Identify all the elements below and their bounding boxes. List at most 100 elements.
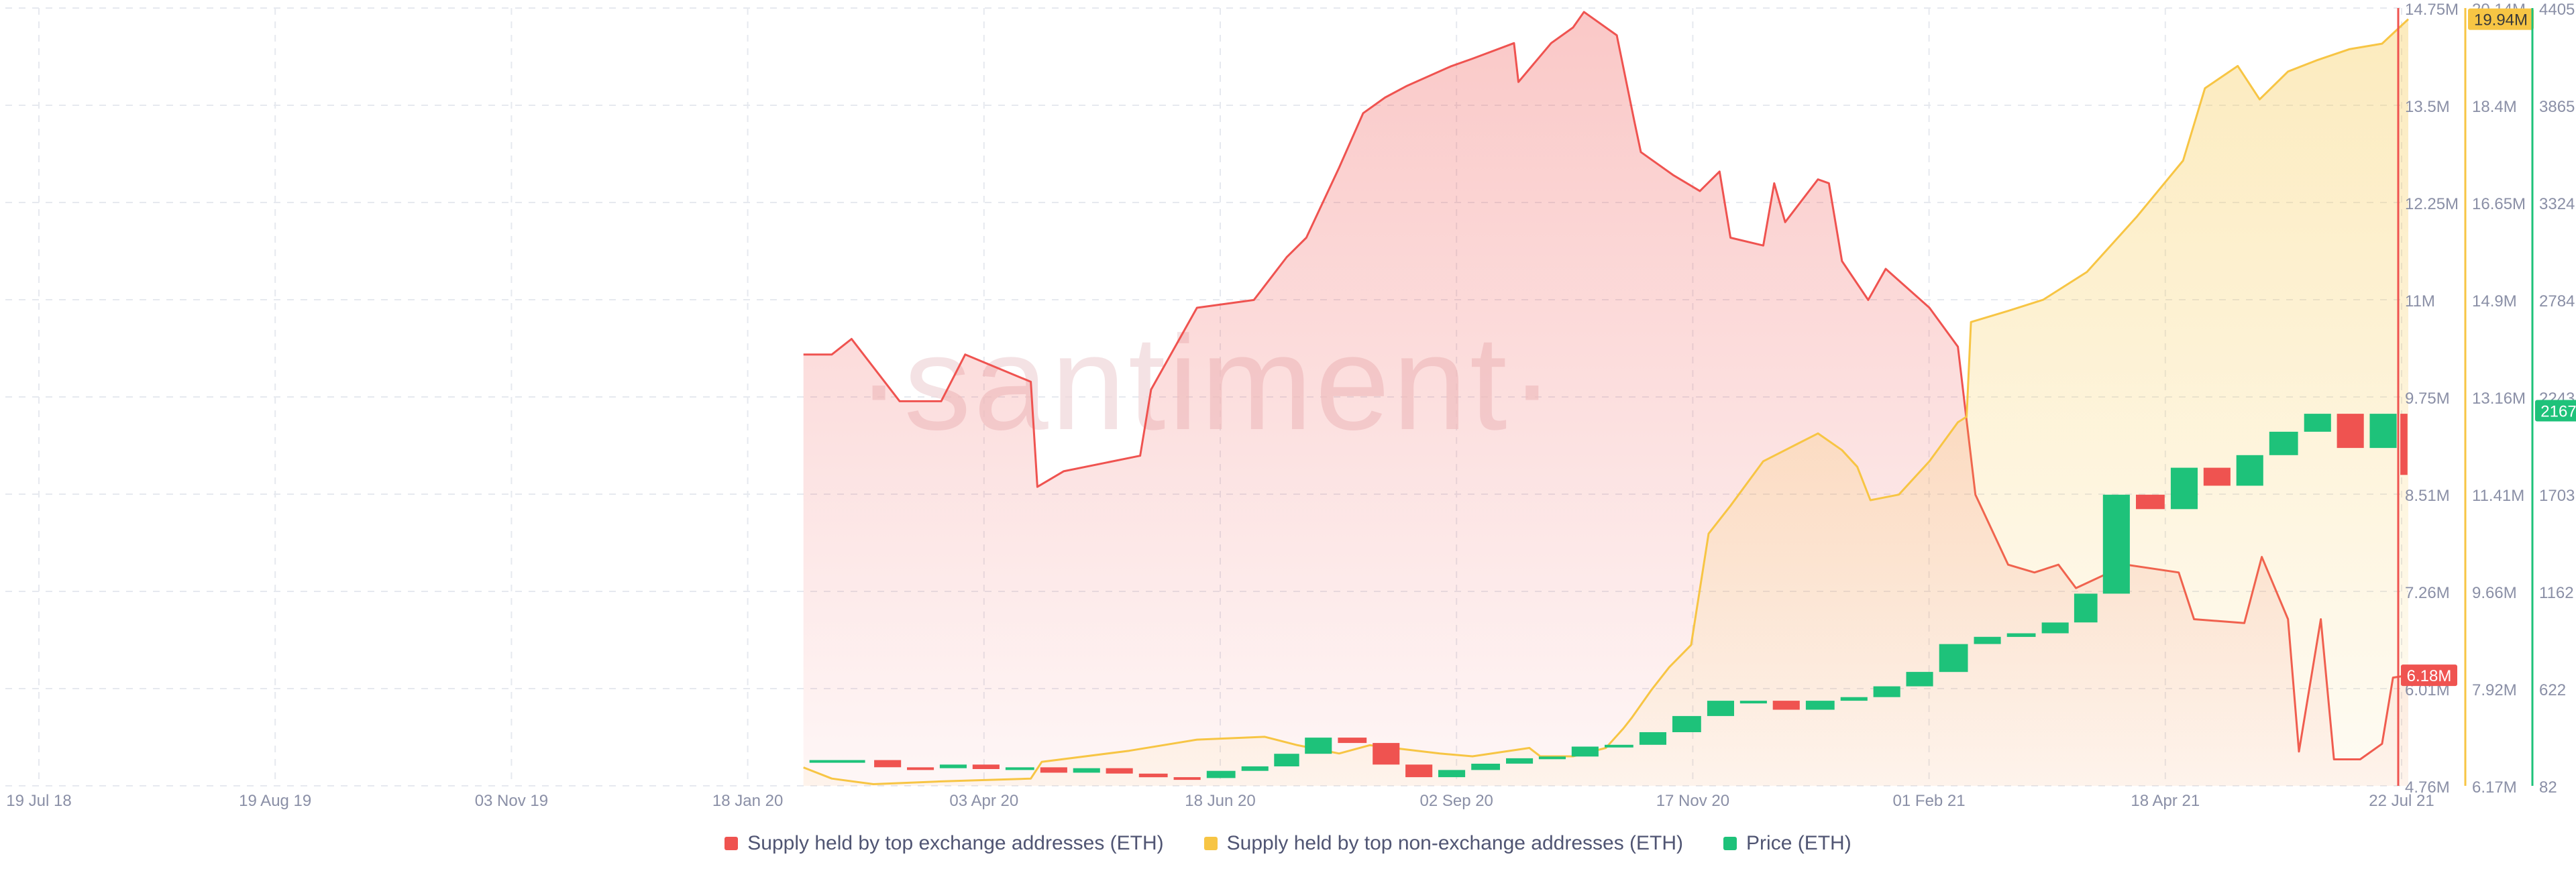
candle <box>1506 758 1534 764</box>
x-tick-label: 01 Feb 21 <box>1893 792 1966 810</box>
candle <box>1739 701 1767 704</box>
candle <box>1373 743 1400 765</box>
x-tick-label: 03 Apr 20 <box>949 792 1018 810</box>
legend-item-price[interactable]: Price (ETH) <box>1723 832 1851 855</box>
candle <box>1173 777 1201 780</box>
candle <box>1707 701 1734 716</box>
price-current-label: 2167 <box>2540 403 2576 421</box>
legend-label-exchange: Supply held by top exchange addresses (E… <box>747 832 1164 854</box>
price-tick-label: 3324 <box>2539 195 2575 213</box>
candle <box>1873 686 1900 697</box>
candle <box>907 767 934 770</box>
legend-swatch-price <box>1723 837 1737 850</box>
x-axis: 19 Jul 18 19 Aug 19 03 Nov 19 18 Jan 20 03 A… <box>6 792 2434 810</box>
price-series <box>809 414 2408 780</box>
candle <box>1405 764 1433 778</box>
price-tick-label: 2784 <box>2539 292 2575 310</box>
candle <box>2337 414 2364 449</box>
nonexchange_supply-tick-label: 14.9M <box>2472 292 2517 310</box>
legend-swatch-nonexchange <box>1203 837 1218 850</box>
exchange_supply-tick-label: 14.75M <box>2405 1 2459 19</box>
candle <box>2006 633 2036 637</box>
legend-label-nonexchange: Supply held by top non-exchange addresse… <box>1226 832 1684 854</box>
nonexchange_supply-current-badge <box>2468 8 2534 30</box>
candle <box>2170 467 2198 510</box>
exchange_supply-tick-label: 7.26M <box>2405 584 2450 602</box>
candle <box>1241 766 1269 771</box>
nonexchange_supply-tick-label: 16.65M <box>2472 195 2526 213</box>
candle <box>1772 701 1800 710</box>
nonexchange_supply-tick-label: 18.4M <box>2472 98 2517 116</box>
legend-item-exchange[interactable]: Supply held by top exchange addresses (E… <box>724 832 1164 855</box>
nonexchange_supply-tick-label: 11.41M <box>2472 487 2524 505</box>
x-tick-label: 18 Jun 20 <box>1185 792 1255 810</box>
candle <box>939 764 967 768</box>
candle <box>2203 467 2231 486</box>
legend-swatch-exchange <box>724 837 739 850</box>
candle <box>2102 494 2130 594</box>
candle <box>1040 767 1067 773</box>
exchange_supply-current-label: 6.18M <box>2407 667 2452 685</box>
candle <box>1138 773 1168 778</box>
price-tick-label: 4405 <box>2539 1 2575 19</box>
x-tick-label: 17 Nov 20 <box>1656 792 1729 810</box>
exchange_supply-current-badge <box>2401 664 2457 687</box>
price-current-badge <box>2535 400 2576 422</box>
candle <box>2041 622 2069 634</box>
candle <box>1805 701 1835 710</box>
exchange_supply-tick-label: 9.75M <box>2405 390 2450 408</box>
legend-item-nonexchange[interactable]: Supply held by top non-exchange addresse… <box>1203 832 1684 855</box>
candle <box>1274 754 1299 766</box>
candle <box>1073 768 1100 773</box>
candle <box>972 764 1000 769</box>
candle <box>1571 746 1599 757</box>
right-axes: 14.75M13.5M12.25M11M9.75M8.51M7.26M6.01M… <box>2397 1 2576 797</box>
candle <box>1438 770 1466 778</box>
candle <box>2304 414 2331 432</box>
candle <box>1840 697 1868 701</box>
candle <box>1106 768 1133 774</box>
exchange_supply-tick-label: 11M <box>2405 292 2435 310</box>
candle <box>1672 715 1701 732</box>
candle <box>809 760 865 763</box>
exchange_supply-tick-label: 13.5M <box>2405 98 2450 116</box>
x-tick-label: 02 Sep 20 <box>1419 792 1493 810</box>
legend-label-price: Price (ETH) <box>1746 832 1851 854</box>
candle <box>1939 644 1968 673</box>
candle <box>2236 455 2263 486</box>
nonexchange_supply-tick-label: 6.17M <box>2472 778 2517 797</box>
candle <box>1206 770 1236 778</box>
candle <box>2400 414 2408 475</box>
exchange_supply-tick-label: 12.25M <box>2405 195 2459 213</box>
x-tick-label: 18 Apr 21 <box>2131 792 2200 810</box>
price-tick-label: 622 <box>2539 681 2566 699</box>
legend: Supply held by top exchange addresses (E… <box>0 830 2576 857</box>
price-tick-label: 1703 <box>2539 487 2575 505</box>
price-tick-label: 82 <box>2539 778 2557 797</box>
candle <box>1906 672 1933 687</box>
candle <box>1305 738 1332 754</box>
x-tick-label: 19 Jul 18 <box>6 792 71 810</box>
nonexchange-supply-area <box>803 19 2408 786</box>
price-tick-label: 3865 <box>2539 98 2575 116</box>
nonexchange_supply-tick-label: 9.66M <box>2472 584 2517 602</box>
candle <box>1338 738 1367 744</box>
nonexchange-supply-line <box>803 18 2410 785</box>
x-tick-label: 19 Aug 19 <box>239 792 311 810</box>
candle <box>1005 767 1034 770</box>
candle <box>2136 494 2165 510</box>
candle <box>1974 636 2001 644</box>
candle <box>874 760 902 768</box>
nonexchange_supply-tick-label: 7.92M <box>2472 681 2517 699</box>
nonexchange_supply-current-label: 19.94M <box>2474 11 2528 30</box>
candle <box>1471 764 1500 770</box>
exchange_supply-tick-label: 8.51M <box>2405 487 2450 505</box>
x-tick-label: 03 Nov 19 <box>475 792 548 810</box>
candle <box>2369 414 2397 449</box>
price-tick-label: 1162 <box>2539 584 2574 602</box>
nonexchange_supply-tick-label: 13.16M <box>2472 390 2526 408</box>
x-tick-label: 22 Jul 21 <box>2369 792 2434 810</box>
x-tick-label: 18 Jan 20 <box>712 792 783 810</box>
